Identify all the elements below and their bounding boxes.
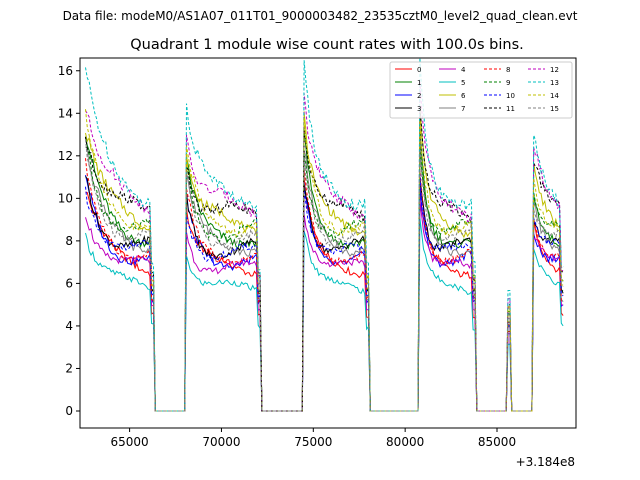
y-tick-label: 14	[58, 106, 73, 120]
y-tick-label: 4	[65, 319, 73, 333]
legend-label-7: 7	[461, 105, 465, 113]
chart-title: Quadrant 1 module wise count rates with …	[130, 37, 524, 53]
x-axis: 65000 70000 75000 80000 85000	[111, 428, 516, 449]
y-tick-label: 8	[65, 234, 73, 248]
legend-label-3: 3	[417, 105, 421, 113]
y-tick-label: 2	[65, 361, 73, 375]
x-tick-label: 70000	[202, 435, 240, 449]
legend-label-10: 10	[506, 92, 515, 100]
legend-label-14: 14	[550, 92, 559, 100]
axes-frame	[79, 57, 577, 429]
legend-label-8: 8	[506, 66, 510, 74]
legend-label-6: 6	[461, 92, 466, 100]
legend-label-4: 4	[461, 66, 466, 74]
legend-label-0: 0	[417, 66, 421, 74]
x-tick-label: 65000	[111, 435, 149, 449]
y-axis: 0 2 4 6 8 10 12 14 16	[58, 64, 80, 418]
legend-label-9: 9	[506, 79, 510, 87]
series-layer	[85, 58, 564, 412]
x-tick-label: 75000	[294, 435, 332, 449]
y-tick-label: 10	[58, 191, 73, 205]
series-line-15	[85, 138, 564, 412]
legend-label-13: 13	[550, 79, 559, 87]
legend-label-15: 15	[550, 105, 559, 113]
x-offset-label: +3.184e8	[516, 455, 575, 469]
legend-label-12: 12	[550, 66, 559, 74]
y-tick-label: 6	[65, 276, 73, 290]
y-tick-label: 0	[65, 404, 73, 418]
x-tick-label: 85000	[478, 435, 516, 449]
legend-label-2: 2	[417, 92, 421, 100]
legend-label-1: 1	[417, 79, 421, 87]
x-tick-label: 80000	[386, 435, 424, 449]
y-tick-label: 12	[58, 149, 73, 163]
chart-suptitle: Data file: modeM0/AS1A07_011T01_90000034…	[63, 9, 578, 23]
legend-label-11: 11	[506, 105, 515, 113]
legend-label-5: 5	[461, 79, 465, 87]
y-tick-label: 16	[58, 64, 73, 78]
series-line-10	[85, 174, 564, 412]
legend-box	[389, 61, 573, 119]
